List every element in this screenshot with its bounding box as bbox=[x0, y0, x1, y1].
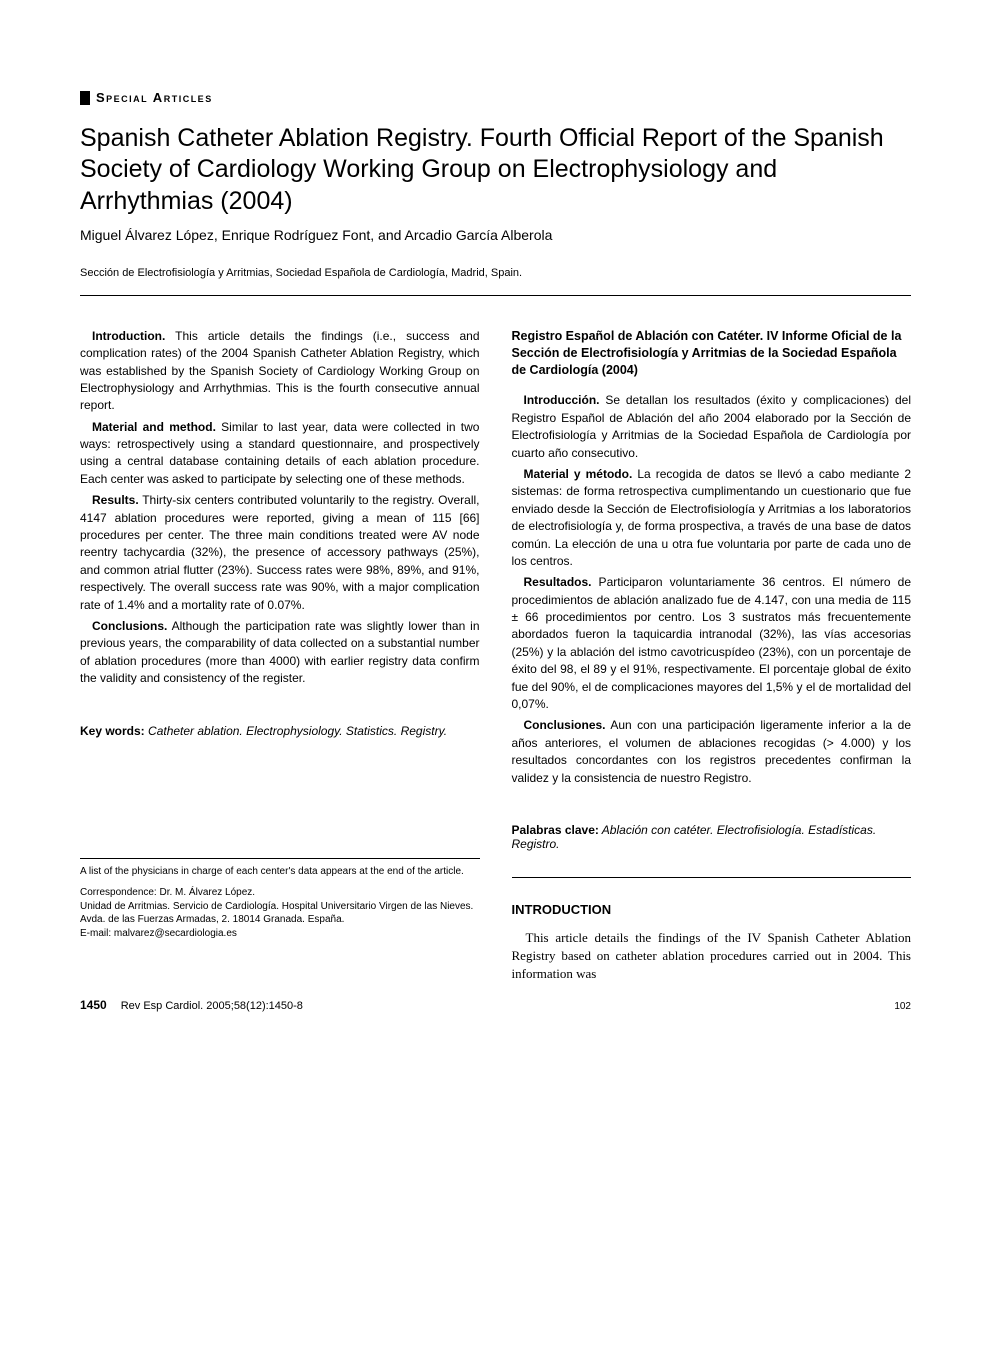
keywords-en: Key words: Catheter ablation. Electrophy… bbox=[80, 724, 480, 738]
abstract-en-results: Results. Thirty-six centers contributed … bbox=[80, 492, 480, 614]
correspondence-line: Unidad de Arritmias. Servicio de Cardiol… bbox=[80, 900, 480, 914]
article-title: Spanish Catheter Ablation Registry. Four… bbox=[80, 123, 911, 217]
abstract-es-material: Material y método. La recogida de datos … bbox=[512, 466, 912, 570]
authors: Miguel Álvarez López, Enrique Rodríguez … bbox=[80, 227, 911, 243]
abstract-es-conclusions: Conclusiones. Aun con una participación … bbox=[512, 717, 912, 787]
affiliation: Sección de Electrofisiología y Arritmias… bbox=[80, 267, 911, 279]
page-footer: 1450 Rev Esp Cardiol. 2005;58(12):1450-8… bbox=[80, 998, 911, 1012]
footnote-rule bbox=[80, 858, 480, 859]
left-column: Introduction. This article details the f… bbox=[80, 328, 480, 984]
correspondence-line: E-mail: malvarez@secardiologia.es bbox=[80, 927, 480, 941]
abstract-en-material: Material and method. Similar to last yea… bbox=[80, 419, 480, 489]
footer-right: 102 bbox=[894, 1001, 911, 1012]
abstract-label: Material y método. bbox=[524, 467, 633, 481]
abstract-label: Conclusions. bbox=[92, 619, 167, 633]
abstract-en-conclusions: Conclusions. Although the participation … bbox=[80, 618, 480, 688]
section-label-text: Special Articles bbox=[96, 90, 213, 105]
footnote-physicians: A list of the physicians in charge of ea… bbox=[80, 865, 480, 879]
abstract-text: La recogida de datos se llevó a cabo med… bbox=[512, 467, 912, 568]
abstract-label: Conclusiones. bbox=[524, 718, 606, 732]
abstract-label: Material and method. bbox=[92, 420, 216, 434]
correspondence-line: Correspondence: Dr. M. Álvarez López. bbox=[80, 886, 480, 900]
two-column-layout: Introduction. This article details the f… bbox=[80, 328, 911, 984]
abstract-en-introduction: Introduction. This article details the f… bbox=[80, 328, 480, 415]
section-label-bar bbox=[80, 91, 90, 105]
abstract-label: Introducción. bbox=[524, 393, 600, 407]
introduction-paragraph: This article details the findings of the… bbox=[512, 929, 912, 984]
correspondence-block: Correspondence: Dr. M. Álvarez López. Un… bbox=[80, 886, 480, 940]
introduction-heading: INTRODUCTION bbox=[512, 902, 912, 917]
keywords-label: Key words: bbox=[80, 724, 145, 738]
abstract-label: Introduction. bbox=[92, 329, 165, 343]
keywords-text: Catheter ablation. Electrophysiology. St… bbox=[145, 724, 447, 738]
section-label: Special Articles bbox=[80, 90, 911, 105]
abstract-es-results: Resultados. Participaron voluntariamente… bbox=[512, 574, 912, 713]
footer-citation: Rev Esp Cardiol. 2005;58(12):1450-8 bbox=[121, 1000, 303, 1012]
right-column: Registro Español de Ablación con Catéter… bbox=[512, 328, 912, 984]
right-column-rule bbox=[512, 877, 912, 878]
abstract-text: Thirty-six centers contributed voluntari… bbox=[80, 493, 480, 611]
keywords-es: Palabras clave: Ablación con catéter. El… bbox=[512, 823, 912, 851]
abstract-es-introduction: Introducción. Se detallan los resultados… bbox=[512, 392, 912, 462]
abstract-text: Participaron voluntariamente 36 centros.… bbox=[512, 575, 912, 711]
header-rule bbox=[80, 295, 911, 296]
spanish-title: Registro Español de Ablación con Catéter… bbox=[512, 328, 912, 379]
correspondence-line: Avda. de las Fuerzas Armadas, 2. 18014 G… bbox=[80, 913, 480, 927]
abstract-label: Results. bbox=[92, 493, 139, 507]
footer-left: 1450 Rev Esp Cardiol. 2005;58(12):1450-8 bbox=[80, 998, 303, 1012]
abstract-label: Resultados. bbox=[524, 575, 592, 589]
keywords-label: Palabras clave: bbox=[512, 823, 599, 837]
left-footer-block: A list of the physicians in charge of ea… bbox=[80, 858, 480, 941]
page-number: 1450 bbox=[80, 998, 107, 1012]
